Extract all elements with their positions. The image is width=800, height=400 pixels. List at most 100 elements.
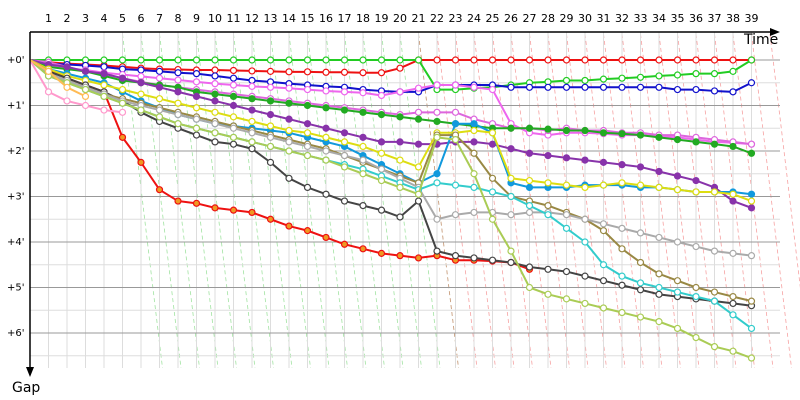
data-point [377,91,386,100]
data-point [211,204,219,212]
data-point [174,76,182,84]
data-point [433,179,441,187]
data-point [599,261,608,269]
data-point [155,83,164,91]
data-point [100,92,108,101]
data-point [729,299,737,308]
data-point [581,126,589,135]
data-point [636,73,645,81]
data-point [525,183,534,191]
x-tick-label: 11 [227,12,241,25]
x-tick-label: 24 [467,12,481,25]
pit-shade-line [344,33,385,369]
series-line [29,59,752,93]
data-point [451,120,460,128]
data-point [192,56,201,64]
data-point [673,71,682,79]
x-tick-label: 35 [671,12,685,25]
data-point [118,85,127,94]
data-point [655,133,663,141]
data-point [229,56,238,64]
data-point [710,288,719,296]
data-point [488,85,497,94]
data-point [211,90,219,98]
series-16 [29,59,127,116]
x-tick-label: 37 [708,12,722,25]
data-point [359,202,367,210]
data-point [81,67,90,75]
data-point [451,211,460,219]
x-tick-label: 2 [64,12,71,25]
data-point [673,56,682,64]
data-point [211,97,219,105]
data-point [562,56,571,64]
data-point [63,63,71,71]
data-point [544,202,552,210]
data-point [636,286,645,294]
data-point [451,108,460,116]
data-point [729,88,737,96]
data-point [655,290,663,298]
data-point [340,129,349,137]
data-point [618,224,626,232]
data-point [618,308,626,317]
data-point [673,186,682,194]
data-point [285,138,293,146]
series-line [29,59,752,196]
data-point [451,56,460,64]
x-tick-label: 16 [319,12,333,25]
data-point [229,101,238,110]
data-point [692,70,700,78]
data-point [525,263,534,271]
data-point [248,76,256,85]
data-point [692,176,700,185]
data-point [192,78,201,86]
data-point [396,88,404,96]
data-point [599,220,608,228]
data-point [507,83,515,91]
data-point [673,324,682,333]
data-point [507,258,515,267]
pit-shade-line [214,33,256,369]
data-point [710,297,719,305]
data-point [44,67,53,75]
data-point [322,104,330,112]
data-point [377,110,386,119]
data-point [433,247,441,255]
x-tick-label: 8 [175,12,182,25]
data-point [414,163,423,171]
data-point [303,129,312,137]
data-point [266,83,275,91]
data-point [396,56,404,64]
pit-shade-line [473,33,515,369]
x-tick-label: 9 [193,12,200,25]
data-point [396,113,404,121]
data-point [544,56,552,64]
data-point [618,56,626,64]
data-point [618,83,626,91]
data-point [507,192,515,201]
data-point [414,108,423,116]
x-tick-label: 31 [597,12,611,25]
data-point [710,188,719,196]
data-point [340,163,349,171]
data-point [137,79,145,87]
data-point [655,72,663,80]
data-point [470,254,478,262]
data-point [229,113,238,121]
data-point [211,108,219,116]
data-point [729,142,737,151]
pit-shade-line [677,33,718,369]
data-point [359,89,367,97]
x-tick-label: 3 [82,12,89,25]
data-point [414,115,423,123]
pit-shade-line [270,33,311,369]
data-point [322,233,330,242]
data-point [488,129,497,137]
data-point [174,120,182,128]
data-point [581,272,589,280]
x-tick-label: 15 [301,12,315,25]
data-point [174,69,182,77]
data-point [414,190,423,198]
